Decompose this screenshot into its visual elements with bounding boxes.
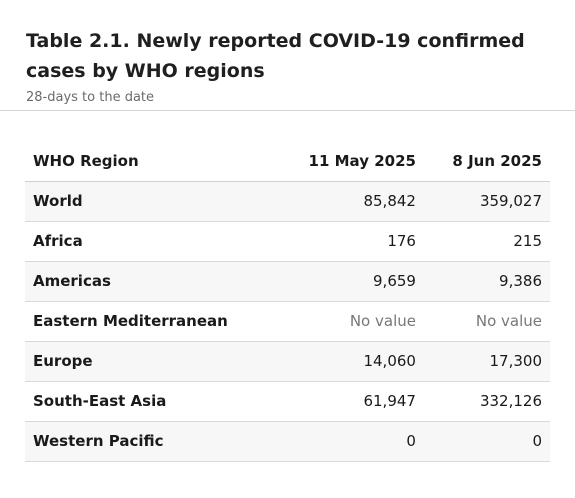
value-cell-8-jun: 215 [423, 221, 550, 262]
region-cell: Western Pacific [25, 421, 277, 462]
value-cell-11-may: 9,659 [276, 261, 424, 302]
value-cell-11-may: No value [276, 301, 424, 342]
cases-table: WHO Region 11 May 2025 8 Jun 2025 World … [25, 141, 550, 462]
region-cell: Europe [25, 341, 277, 382]
region-cell: South-East Asia [25, 381, 277, 422]
value-cell-11-may: 0 [276, 421, 424, 462]
column-header-8-jun: 8 Jun 2025 [423, 141, 550, 182]
page-subtitle: 28-days to the date [26, 90, 155, 105]
value-cell-8-jun: 0 [423, 421, 550, 462]
region-cell: Americas [25, 261, 277, 302]
value-cell-8-jun: No value [423, 301, 550, 342]
table-row: South-East Asia 61,947 332,126 [25, 381, 550, 422]
region-cell: Eastern Mediterranean [25, 301, 277, 342]
table-container: WHO Region 11 May 2025 8 Jun 2025 World … [0, 111, 575, 462]
table-header: Table 2.1. Newly reported COVID-19 confi… [0, 0, 575, 110]
value-cell-11-may: 85,842 [276, 181, 424, 222]
table-row: Eastern Mediterranean No value No value [25, 301, 550, 342]
value-cell-8-jun: 9,386 [423, 261, 550, 302]
table-row: Africa 176 215 [25, 221, 550, 262]
table-row: Western Pacific 0 0 [25, 421, 550, 462]
value-cell-8-jun: 332,126 [423, 381, 550, 422]
value-cell-11-may: 61,947 [276, 381, 424, 422]
column-header-region: WHO Region [25, 141, 277, 182]
region-cell: Africa [25, 221, 277, 262]
table-row: World 85,842 359,027 [25, 181, 550, 222]
header-divider [0, 110, 575, 111]
value-cell-11-may: 14,060 [276, 341, 424, 382]
column-header-11-may: 11 May 2025 [276, 141, 424, 182]
value-cell-8-jun: 359,027 [423, 181, 550, 222]
page-title: Table 2.1. Newly reported COVID-19 confi… [26, 30, 525, 82]
table-row: Europe 14,060 17,300 [25, 341, 550, 382]
table-header-row: WHO Region 11 May 2025 8 Jun 2025 [25, 141, 550, 182]
region-cell: World [25, 181, 277, 222]
value-cell-8-jun: 17,300 [423, 341, 550, 382]
value-cell-11-may: 176 [276, 221, 424, 262]
table-row: Americas 9,659 9,386 [25, 261, 550, 302]
